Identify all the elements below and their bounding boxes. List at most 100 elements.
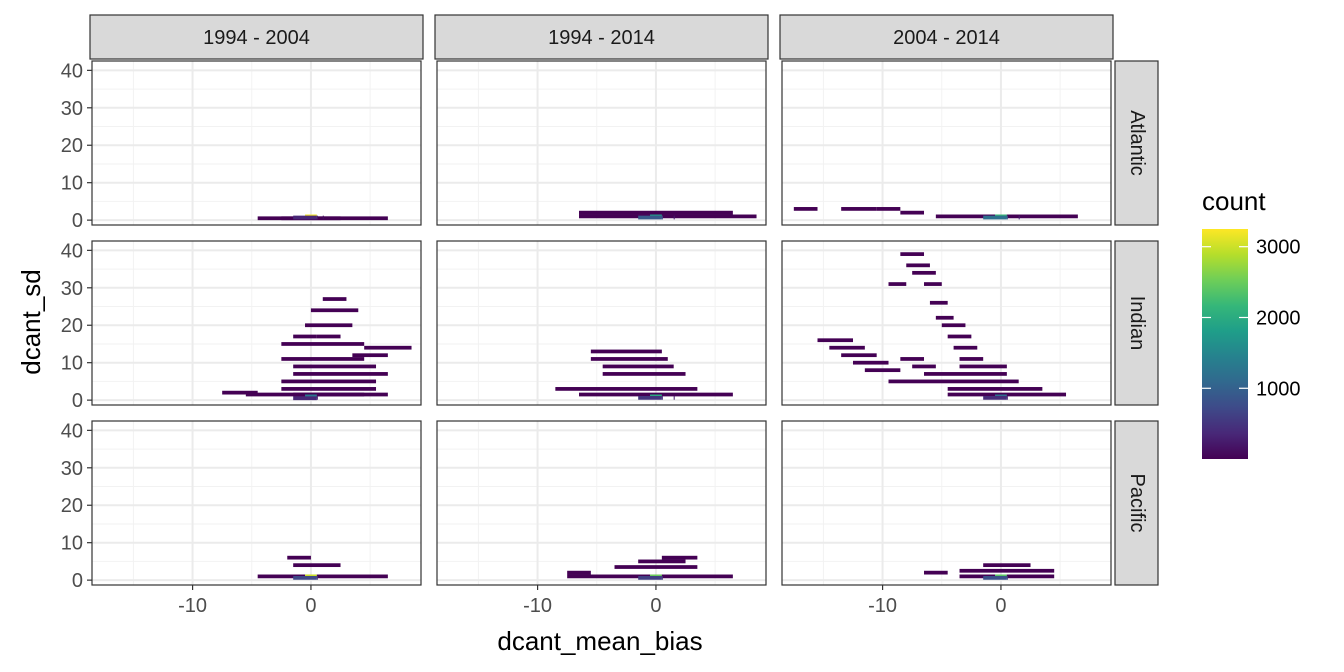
strips-layer: 1994 - 2004 1994 - 2014 2004 - 2014 Atlanti… — [89, 14, 1159, 586]
heatmap-tile — [841, 353, 877, 358]
heatmap-tile — [579, 214, 757, 219]
heatmap-tile — [293, 372, 388, 376]
panel-border — [781, 420, 1112, 586]
heatmap-tile — [900, 210, 925, 215]
legend-colorbar — [1202, 229, 1248, 459]
column-strip-label: 2004 - 2014 — [893, 27, 1000, 49]
heatmap-tile — [281, 342, 365, 346]
heatmap-tile — [567, 570, 591, 575]
heatmap-tile — [293, 576, 317, 580]
y-tick-label: 0 — [72, 210, 83, 232]
legend-title: count — [1202, 186, 1266, 216]
panel-0-2 — [91, 420, 422, 586]
x-tick-label: 0 — [995, 595, 1006, 617]
heatmap-tile — [316, 215, 318, 220]
heatmap-tile — [293, 215, 317, 220]
y-tick-label: 0 — [72, 390, 83, 412]
heatmap-tile — [929, 300, 948, 305]
heatmap-tile — [924, 282, 942, 286]
heatmap-tile — [983, 396, 1007, 400]
heatmap-tile — [281, 216, 388, 221]
heatmap-tile — [888, 379, 1019, 384]
panel-border — [436, 420, 767, 586]
heatmap-tile — [900, 252, 925, 256]
heatmap-tile — [1006, 215, 1008, 220]
legend-tick-label: 2000 — [1256, 307, 1301, 329]
panel-background — [92, 241, 421, 405]
heatmap-tile — [924, 372, 1007, 376]
panel-border — [436, 60, 767, 226]
heatmap-tile — [935, 315, 954, 320]
heatmap-tile — [941, 323, 966, 328]
heatmap-tile — [983, 563, 1031, 568]
heatmap-tile — [316, 576, 318, 580]
y-tick-label: 30 — [61, 458, 83, 480]
legend-tick-label: 1000 — [1256, 378, 1301, 400]
heatmap-tile — [876, 207, 901, 211]
panel-1-0 — [436, 60, 767, 226]
heatmap-tile — [222, 390, 258, 395]
heatmap-tile — [959, 357, 984, 361]
panel-background — [92, 421, 421, 585]
row-strip-label: Indian — [1126, 296, 1148, 351]
heatmap-tile — [900, 357, 925, 361]
heatmap-tile — [614, 565, 698, 569]
heatmap-tile — [590, 349, 662, 354]
heatmap-tile — [305, 323, 353, 328]
column-strip-label: 1994 - 2014 — [548, 27, 655, 49]
heatmap-tile — [293, 563, 341, 568]
heatmap-tile — [906, 263, 930, 268]
heatmap-tile — [293, 364, 377, 369]
heatmap-tile — [293, 396, 317, 401]
heatmap-tile — [281, 357, 365, 361]
panel-border — [436, 240, 767, 406]
heatmap-tile — [281, 379, 377, 384]
panel-border — [781, 240, 1112, 406]
column-strip-label: 1994 - 2004 — [203, 27, 310, 49]
heatmap-tile — [310, 308, 359, 313]
heatmap-tile — [1018, 215, 1020, 220]
y-tick-label: 40 — [61, 240, 83, 262]
heatmap-tile — [352, 353, 388, 358]
heatmap-tile — [661, 555, 698, 560]
heatmap-tile — [293, 334, 317, 339]
row-strip-label: Atlantic — [1126, 110, 1148, 176]
y-tick-label: 10 — [61, 533, 83, 555]
column-strip — [89, 14, 424, 60]
heatmap-tile — [579, 210, 733, 215]
heatmap-tile — [983, 576, 1007, 580]
column-strip — [779, 14, 1114, 60]
heatmap-tile — [793, 207, 818, 211]
heatmap-tile — [287, 555, 311, 560]
row-strip — [1114, 420, 1159, 586]
y-tick-label: 20 — [61, 495, 83, 517]
row-strip — [1114, 60, 1159, 226]
panel-0-0 — [91, 60, 422, 226]
heatmap-tile — [947, 387, 1043, 391]
heatmap-tile — [864, 368, 901, 373]
heatmap-tile — [316, 334, 341, 339]
panel-border — [91, 420, 422, 586]
heatmap-tile — [953, 345, 978, 350]
y-tick-label: 10 — [61, 353, 83, 375]
axes-layer: 0 10 20 30 40 0 10 20 30 40 0 10 20 30 40 -10 0 -10 0 -10 0 — [61, 60, 1007, 617]
y-tick-label: 30 — [61, 278, 83, 300]
heatmap-tile — [661, 215, 663, 220]
heatmap-tile — [322, 297, 347, 301]
panel-0-1 — [91, 240, 422, 406]
heatmap-tile — [661, 396, 663, 400]
heatmap-tile — [638, 576, 662, 580]
heatmap-tile — [281, 387, 377, 391]
heatmap-tile — [638, 215, 662, 220]
panel-background — [782, 241, 1111, 405]
panel-background — [782, 421, 1111, 585]
y-tick-label: 20 — [61, 315, 83, 337]
heatmap-tile — [364, 345, 412, 350]
heatmap-tile — [602, 372, 686, 376]
heatmap-tile — [257, 574, 388, 579]
panel-1-2 — [436, 420, 767, 586]
heatmap-tile — [661, 576, 663, 580]
heatmap-tile — [1006, 396, 1008, 400]
heatmap-tile — [316, 396, 318, 400]
heatmap-tile — [638, 559, 686, 564]
